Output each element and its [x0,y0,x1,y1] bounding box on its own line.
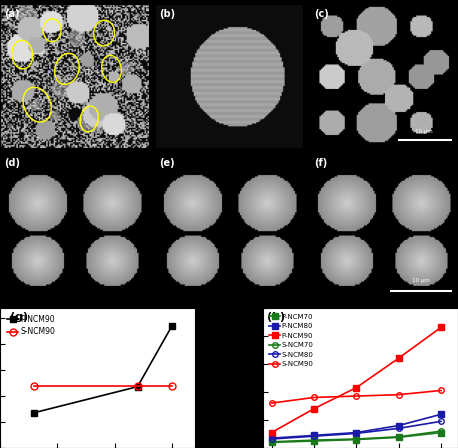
Legend: P-NCM70, P-NCM80, P-NCM90, S-NCM70, S-NCM80, S-NCM90: P-NCM70, P-NCM80, P-NCM90, S-NCM70, S-NC… [267,311,316,370]
P-NCM70 [354,437,359,442]
Text: (d): (d) [5,158,21,168]
P-NCM70 [396,435,401,440]
S-NCM90 [311,395,316,400]
S-NCM90 [135,383,140,388]
P-NCM70 [311,438,316,444]
S-NCM80 [311,434,316,439]
Text: (a): (a) [5,9,20,19]
Line: S-NCM90: S-NCM90 [31,382,175,389]
Line: S-NCM90: S-NCM90 [269,388,444,406]
P-NCM90 [438,325,444,330]
P-NCM90 [269,430,274,435]
S-NCM90 [269,401,274,406]
Text: (g): (g) [10,312,28,322]
Line: S-NCM80: S-NCM80 [269,418,444,442]
Line: P-NCM80: P-NCM80 [269,412,444,441]
P-NCM80 [396,423,401,428]
S-NCM80 [354,431,359,436]
P-NCM90 [169,323,174,328]
P-NCM90 [396,355,401,361]
Legend: P-NCM90, S-NCM90: P-NCM90, S-NCM90 [4,311,59,340]
S-NCM80 [396,426,401,431]
P-NCM80 [311,433,316,438]
P-NCM90 [311,406,316,411]
S-NCM70 [396,434,401,439]
S-NCM70 [438,428,444,434]
S-NCM80 [269,436,274,442]
P-NCM70 [269,439,274,445]
Text: (c): (c) [314,9,328,19]
Y-axis label: Rₕₜ / Ω: Rₕₜ / Ω [231,362,241,393]
Line: P-NCM90: P-NCM90 [269,324,444,435]
S-NCM90 [169,383,174,388]
S-NCM90 [396,392,401,397]
S-NCM90 [438,388,444,393]
Text: (b): (b) [159,9,175,19]
S-NCM70 [269,439,274,444]
S-NCM80 [438,418,444,424]
P-NCM90 [32,410,37,415]
S-NCM70 [354,436,359,442]
Text: (h): (h) [267,312,285,322]
P-NCM80 [354,430,359,435]
Text: 10 μm: 10 μm [412,278,430,283]
Text: (e): (e) [159,158,175,168]
Text: (f): (f) [314,158,327,168]
P-NCM90 [135,384,140,389]
Line: P-NCM70: P-NCM70 [269,430,444,445]
P-NCM80 [438,412,444,417]
Text: 10 μm: 10 μm [415,129,433,134]
Line: S-NCM70: S-NCM70 [269,428,444,444]
P-NCM90 [354,385,359,390]
Line: P-NCM90: P-NCM90 [31,323,175,416]
S-NCM90 [354,393,359,399]
S-NCM70 [311,437,316,443]
S-NCM90 [32,383,37,388]
P-NCM70 [438,430,444,435]
P-NCM80 [269,435,274,441]
